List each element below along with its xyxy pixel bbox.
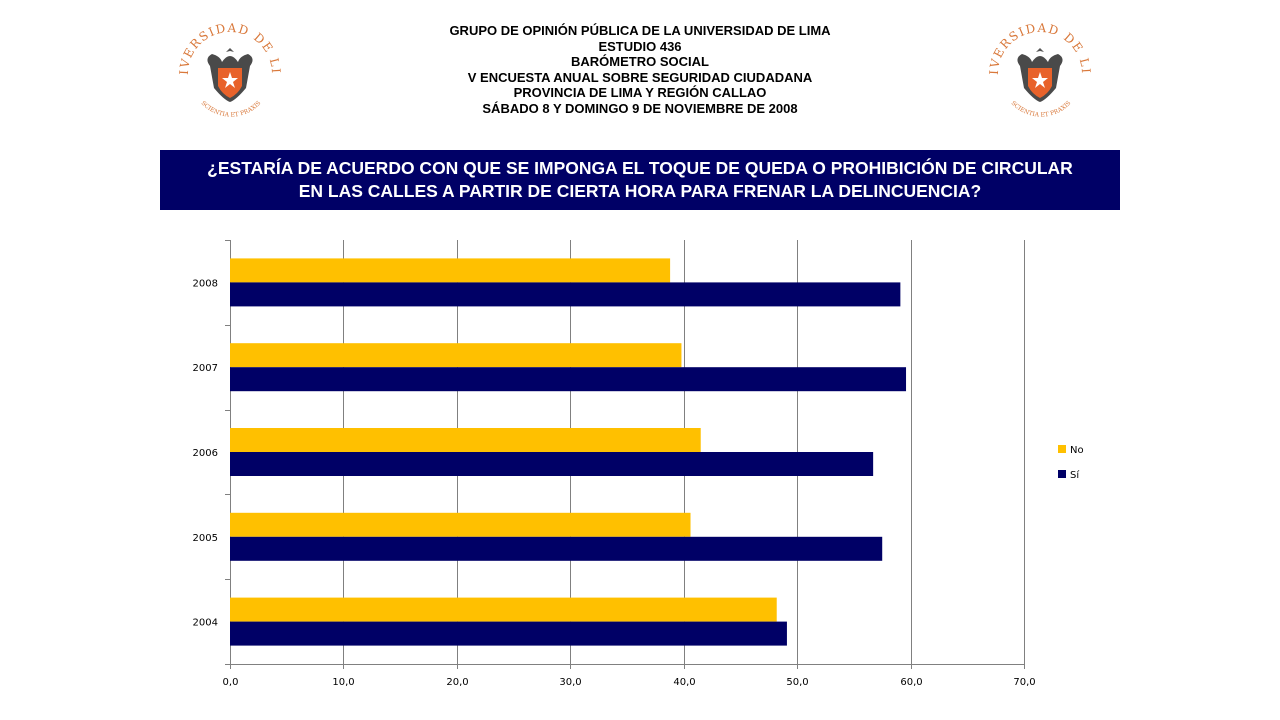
header-line: PROVINCIA DE LIMA Y REGIÓN CALLAO xyxy=(513,85,767,100)
x-tick-label: 50,0 xyxy=(786,677,808,688)
legend-swatch xyxy=(1058,445,1066,453)
bar-no-2008 xyxy=(230,258,671,283)
bar-no-2007 xyxy=(230,343,682,368)
bar-no-2004 xyxy=(230,597,777,622)
y-tick-label: 2004 xyxy=(193,618,218,629)
question-line-1: ¿ESTARÍA DE ACUERDO CON QUE SE IMPONGA E… xyxy=(207,158,1073,178)
y-tick-label: 2006 xyxy=(193,448,218,459)
x-tick-label: 0,0 xyxy=(223,677,239,688)
y-tick-label: 2008 xyxy=(193,278,218,289)
eagle-icon xyxy=(207,48,253,102)
university-logo-right: UNIVERSIDAD DE LIMA SCIENTIA ET PRAXIS xyxy=(988,18,1092,119)
question-banner: ¿ESTARÍA DE ACUERDO CON QUE SE IMPONGA E… xyxy=(160,150,1120,210)
bar-sí-2008 xyxy=(230,282,901,307)
eagle-icon xyxy=(1017,48,1063,102)
header-line: V ENCUESTA ANUAL SOBRE SEGURIDAD CIUDADA… xyxy=(467,69,813,85)
header-line: GRUPO DE OPINIÓN PÚBLICA DE LA UNIVERSID… xyxy=(449,23,831,38)
x-tick-label: 70,0 xyxy=(1013,677,1035,688)
y-tick-label: 2007 xyxy=(193,363,218,374)
x-tick-label: 20,0 xyxy=(446,677,468,688)
legend-label: No xyxy=(1070,445,1084,456)
survey-header: GRUPO DE OPINIÓN PÚBLICA DE LA UNIVERSID… xyxy=(340,23,940,116)
bar-no-2006 xyxy=(230,428,701,452)
bar-sí-2006 xyxy=(230,452,874,476)
x-tick-label: 10,0 xyxy=(332,677,354,688)
bar-sí-2004 xyxy=(230,621,787,646)
x-tick-label: 30,0 xyxy=(559,677,581,688)
question-line-2: EN LAS CALLES A PARTIR DE CIERTA HORA PA… xyxy=(298,181,982,201)
university-logo-left: UNIVERSIDAD DE LIMA SCIENTIA ET PRAXIS xyxy=(178,18,282,119)
bar-no-2005 xyxy=(230,512,691,537)
x-tick-label: 60,0 xyxy=(900,677,922,688)
header-line: SÁBADO 8 Y DOMINGO 9 DE NOVIEMBRE DE 200… xyxy=(482,100,798,116)
legend-label: Sí xyxy=(1070,469,1080,481)
bar-sí-2007 xyxy=(230,367,907,392)
header-line: ESTUDIO 436 xyxy=(598,38,682,54)
y-tick-label: 2005 xyxy=(193,533,218,544)
header-line: BARÓMETRO SOCIAL xyxy=(571,54,709,69)
x-tick-label: 40,0 xyxy=(673,677,695,688)
legend-swatch xyxy=(1058,470,1066,478)
bar-sí-2005 xyxy=(230,536,883,561)
